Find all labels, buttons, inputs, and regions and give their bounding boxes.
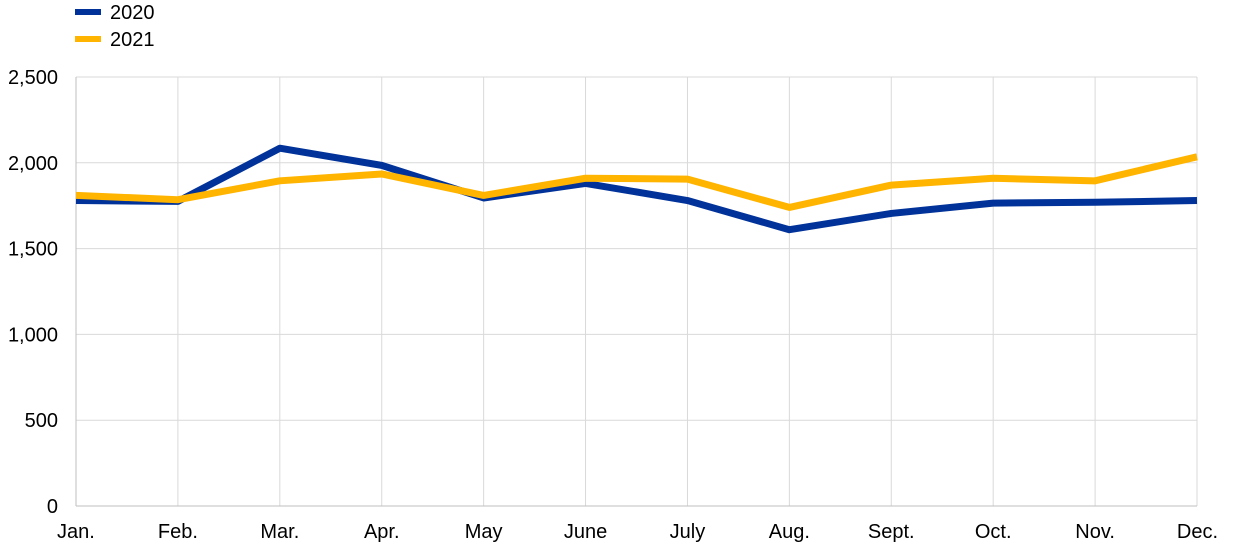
legend-label-2021: 2021 — [110, 29, 155, 51]
x-tick-label: Aug. — [769, 521, 810, 543]
y-tick-label: 500 — [25, 410, 58, 432]
legend-label-2020: 2020 — [110, 2, 155, 24]
legend-item-2021: 2021 — [75, 29, 155, 51]
axes — [75, 77, 1197, 507]
x-tick-label: Dec. — [1177, 521, 1218, 543]
gridlines — [75, 76, 1198, 506]
y-tick-label: 2,000 — [8, 153, 58, 175]
tick-labels: 0 500 1,000 1,500 2,000 2,500 Jan. Feb. Mar. Apr.… — [8, 67, 1218, 543]
x-tick-label: June — [564, 521, 607, 543]
legend: 2020 2021 — [75, 2, 155, 51]
legend-item-2020: 2020 — [75, 2, 155, 24]
x-tick-label: Apr. — [364, 521, 400, 543]
x-tick-label: July — [670, 521, 706, 543]
x-tick-label: Nov. — [1075, 521, 1115, 543]
y-tick-label: 1,000 — [8, 324, 58, 346]
x-tick-label: Mar. — [260, 521, 299, 543]
y-tick-label: 0 — [47, 496, 58, 518]
y-tick-label: 1,500 — [8, 239, 58, 261]
series-line-2020 — [75, 144, 1198, 234]
x-tick-label: Oct. — [975, 521, 1012, 543]
series-line-2021 — [75, 153, 1198, 211]
x-tick-label: Jan. — [57, 521, 95, 543]
x-tick-label: May — [465, 521, 503, 543]
x-tick-label: Sept. — [868, 521, 915, 543]
series-lines — [75, 144, 1198, 234]
x-tick-label: Feb. — [158, 521, 198, 543]
y-tick-label: 2,500 — [8, 67, 58, 89]
